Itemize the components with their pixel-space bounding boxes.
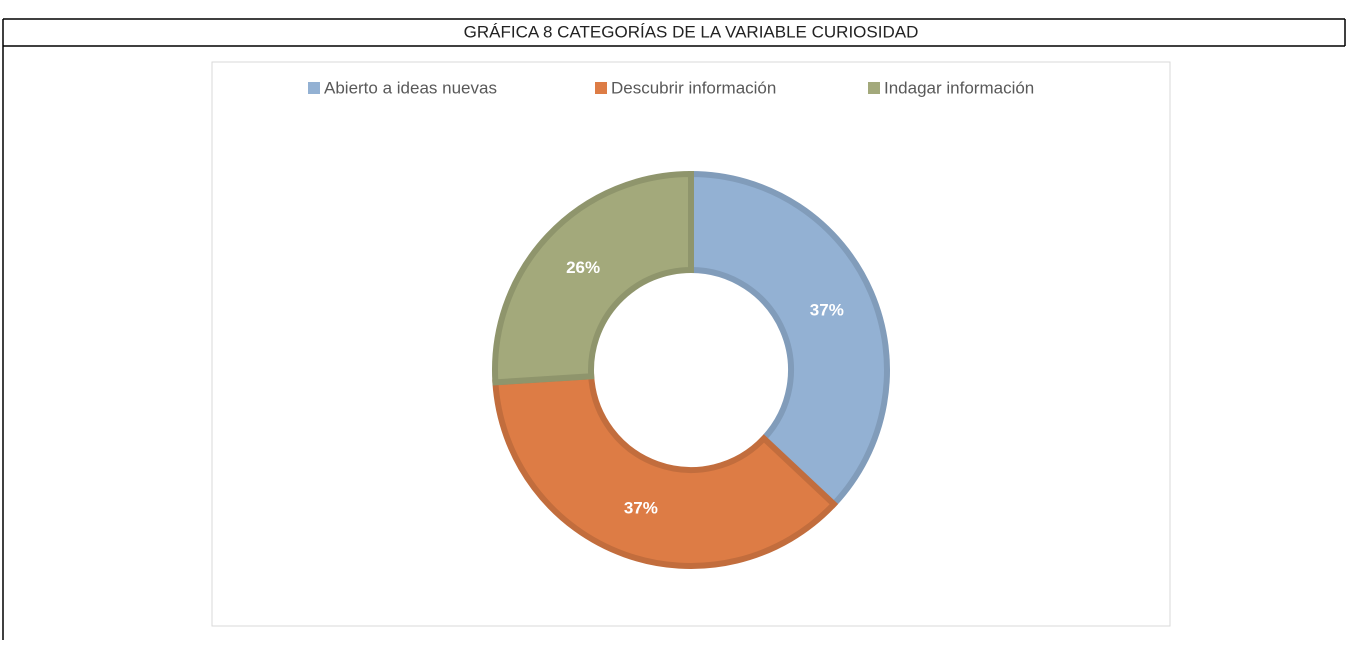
donut-slice — [492, 170, 694, 386]
donut-slice — [492, 373, 839, 569]
data-label: 37% — [624, 499, 658, 518]
legend-swatch — [868, 82, 880, 94]
legend-label: Indagar información — [884, 78, 1034, 97]
legend-label: Descubrir información — [611, 78, 776, 97]
data-label: 26% — [566, 258, 600, 277]
data-label: 37% — [810, 301, 844, 320]
donut-slice — [688, 170, 890, 509]
legend-label: Abierto a ideas nuevas — [324, 78, 497, 97]
chart-title: GRÁFICA 8 CATEGORÍAS DE LA VARIABLE CURI… — [464, 22, 919, 41]
legend-swatch — [308, 82, 320, 94]
legend-swatch — [595, 82, 607, 94]
